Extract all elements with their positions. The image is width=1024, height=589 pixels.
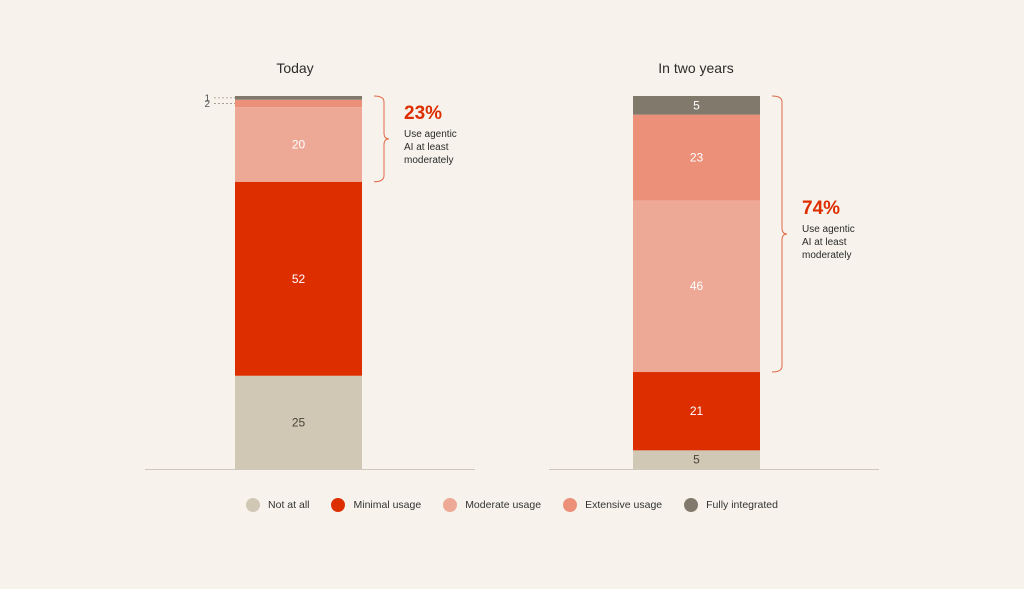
- bar-segment-in-two-years-not-at-all: [633, 450, 760, 469]
- legend-item-minimal-usage: Minimal usage: [331, 498, 421, 512]
- bar-segment-today-not-at-all: [235, 375, 362, 469]
- data-label-in-two-years-not-at-all: 5: [693, 453, 700, 467]
- bar-segment-today-minimal-usage: [235, 181, 362, 376]
- bar-segment-today-fully-integrated: [235, 96, 362, 100]
- callout-bracket-in-two-years: [771, 95, 788, 373]
- data-label-in-two-years-moderate-usage: 46: [690, 279, 704, 293]
- callout-line-today-3: moderately: [404, 155, 453, 166]
- bar-segment-in-two-years-fully-integrated: [633, 96, 760, 115]
- legend-label-extensive-usage: Extensive usage: [585, 499, 663, 511]
- panel-title-in-two-years: In two years: [658, 60, 733, 76]
- data-label-in-two-years-minimal-usage: 21: [690, 404, 704, 418]
- legend-swatch-minimal-usage: [331, 498, 346, 512]
- callout-percent-today: 23%: [404, 103, 442, 124]
- legend: Not at all Minimal usage Moderate usage Ext…: [0, 498, 1024, 512]
- legend-swatch-extensive-usage: [563, 498, 578, 512]
- callout-percent-in-two-years: 74%: [802, 198, 840, 219]
- bar-segment-today-moderate-usage: [235, 107, 362, 182]
- callout-line-in-two-years-2: AI at least: [802, 237, 847, 248]
- legend-label-not-at-all: Not at all: [268, 499, 310, 511]
- data-label-today-extensive-usage: 2: [204, 99, 210, 110]
- callout-line-today-2: AI at least: [404, 142, 449, 153]
- legend-swatch-not-at-all: [246, 498, 261, 512]
- data-label-today-not-at-all: 25: [292, 415, 306, 429]
- legend-swatch-moderate-usage: [443, 498, 458, 512]
- data-label-in-two-years-extensive-usage: 23: [690, 151, 704, 165]
- bar-segment-in-two-years-extensive-usage: [633, 114, 760, 201]
- legend-label-minimal-usage: Minimal usage: [353, 499, 422, 511]
- legend-label-moderate-usage: Moderate usage: [465, 499, 542, 511]
- callout-bracket-today: [373, 95, 390, 183]
- callout-line-in-two-years-1: Use agentic: [802, 224, 855, 235]
- data-label-today-moderate-usage: 20: [292, 137, 306, 151]
- callout-line-today-1: Use agentic: [404, 129, 457, 140]
- bar-segment-in-two-years-minimal-usage: [633, 372, 760, 451]
- legend-item-not-at-all: Not at all: [246, 498, 309, 512]
- legend-label-fully-integrated: Fully integrated: [706, 499, 778, 511]
- legend-item-moderate-usage: Moderate usage: [443, 498, 541, 512]
- panel-title-today: Today: [276, 60, 313, 76]
- legend-swatch-fully-integrated: [684, 498, 699, 512]
- legend-item-fully-integrated: Fully integrated: [684, 498, 778, 512]
- data-label-in-two-years-fully-integrated: 5: [693, 98, 700, 112]
- bar-segment-today-extensive-usage: [235, 99, 362, 108]
- data-label-today-fully-integrated: 1: [204, 93, 210, 104]
- bar-segment-in-two-years-moderate-usage: [633, 200, 760, 373]
- legend-item-extensive-usage: Extensive usage: [563, 498, 662, 512]
- data-label-today-minimal-usage: 52: [292, 272, 306, 286]
- callout-line-in-two-years-3: moderately: [802, 250, 851, 261]
